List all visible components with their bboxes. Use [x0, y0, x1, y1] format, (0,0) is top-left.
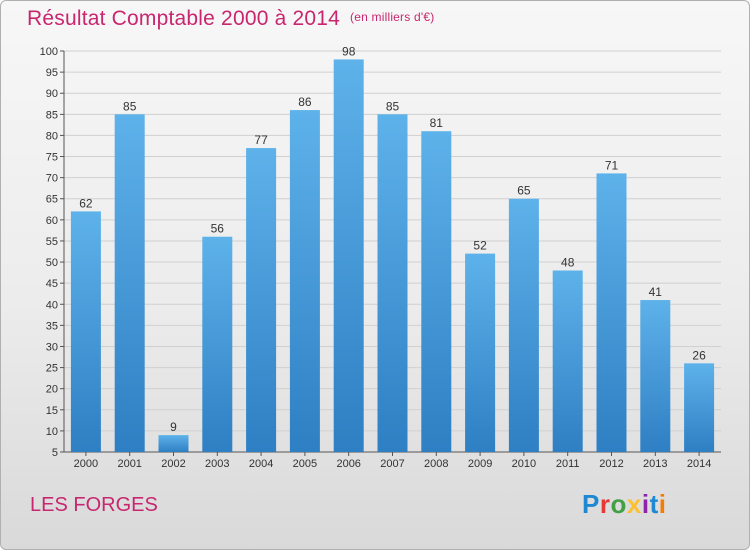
x-tick-label: 2013: [643, 458, 667, 470]
value-label: 98: [342, 44, 356, 58]
y-tick-label: 60: [46, 215, 58, 227]
logo-letter: P: [582, 489, 600, 519]
x-tick-label: 2012: [599, 458, 623, 470]
bar: [465, 253, 496, 452]
y-tick-label: 45: [46, 278, 58, 290]
y-tick-label: 65: [46, 194, 58, 206]
logo-letter: t: [649, 489, 659, 519]
commune-name: LES FORGES: [30, 494, 158, 516]
y-tick-label: 75: [46, 152, 58, 164]
value-label: 26: [692, 348, 706, 362]
x-tick-label: 2010: [512, 458, 536, 470]
y-tick-label: 80: [46, 130, 58, 142]
x-tick-label: 2001: [117, 458, 141, 470]
bar: [202, 236, 233, 452]
y-tick-label: 35: [46, 320, 58, 332]
y-tick-label: 100: [40, 46, 58, 58]
value-label: 71: [605, 158, 619, 172]
y-tick-label: 5: [52, 447, 58, 459]
x-tick-label: 2002: [161, 458, 185, 470]
y-tick-label: 55: [46, 236, 58, 248]
y-tick-label: 85: [46, 109, 58, 121]
y-tick-label: 70: [46, 173, 58, 185]
value-label: 52: [473, 239, 487, 253]
value-label: 62: [79, 196, 93, 210]
y-tick-label: 25: [46, 363, 58, 375]
y-tick-label: 40: [46, 299, 58, 311]
logo-letter: x: [626, 489, 642, 519]
bar: [640, 300, 671, 452]
y-tick-label: 90: [46, 88, 58, 100]
x-tick-label: 2000: [74, 458, 98, 470]
bar: [333, 59, 364, 452]
y-tick-label: 15: [46, 405, 58, 417]
value-label: 81: [430, 116, 444, 130]
logo-letter: o: [610, 489, 627, 519]
y-tick-label: 50: [46, 257, 58, 269]
bar: [596, 173, 627, 452]
y-tick-label: 10: [46, 426, 58, 438]
value-label: 86: [298, 95, 312, 109]
chart-subtitle: (en milliers d'€): [350, 10, 435, 24]
bar: [70, 211, 101, 452]
chart-title-text: Résultat Comptable 2000 à 2014: [27, 7, 341, 30]
value-label: 9: [170, 420, 177, 434]
x-tick-label: 2006: [336, 458, 360, 470]
value-label: 41: [649, 285, 663, 299]
logo-letter: r: [599, 489, 611, 519]
x-tick-label: 2014: [687, 458, 711, 470]
bar: [246, 148, 277, 452]
bar: [377, 114, 408, 452]
chart-title: Résultat Comptable 2000 à 2014 (en millie…: [27, 7, 434, 31]
logo-letter: i: [658, 489, 667, 519]
x-tick-label: 2003: [205, 458, 229, 470]
bar: [508, 198, 539, 452]
bar: [552, 270, 583, 452]
x-tick-label: 2011: [556, 458, 580, 470]
value-label: 65: [517, 184, 531, 198]
y-tick-label: 95: [46, 67, 58, 79]
value-label: 48: [561, 255, 575, 269]
y-tick-label: 20: [46, 384, 58, 396]
x-tick-label: 2008: [424, 458, 448, 470]
bar: [684, 363, 715, 452]
value-label: 56: [211, 222, 225, 236]
bar: [289, 110, 320, 453]
bar: [114, 114, 145, 452]
value-label: 77: [254, 133, 268, 147]
bar: [158, 435, 189, 452]
x-tick-label: 2005: [293, 458, 317, 470]
y-tick-label: 30: [46, 341, 58, 353]
logo-letter: i: [641, 489, 650, 519]
x-tick-label: 2004: [249, 458, 273, 470]
proxiti-logo: Proxiti: [582, 489, 666, 520]
bar: [421, 131, 452, 452]
x-tick-label: 2009: [468, 458, 492, 470]
value-label: 85: [123, 99, 137, 113]
x-tick-label: 2007: [380, 458, 404, 470]
value-label: 85: [386, 99, 400, 113]
